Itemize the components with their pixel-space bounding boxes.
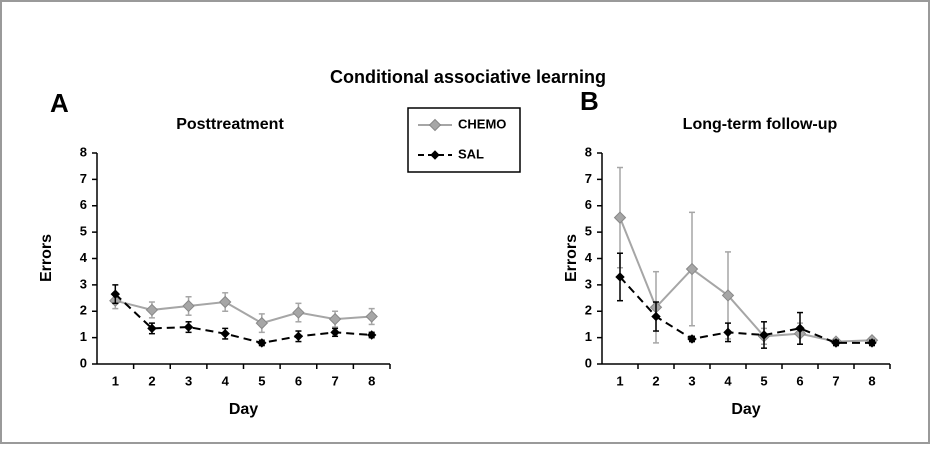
marker [218, 295, 232, 309]
marker [366, 330, 377, 340]
y-tick-label: 0 [80, 355, 87, 370]
x-tick-label: 1 [616, 373, 623, 388]
y-tick-label: 4 [585, 250, 593, 265]
marker [831, 338, 841, 348]
y-tick-label: 4 [80, 250, 88, 265]
x-tick-label: 5 [760, 373, 767, 388]
marker [147, 323, 157, 334]
marker [292, 306, 305, 319]
figure-title: Conditional associative learning [330, 67, 606, 87]
marker [687, 334, 697, 344]
y-tick-label: 1 [80, 329, 87, 344]
marker [795, 323, 805, 334]
marker [613, 211, 627, 224]
y-tick-label: 7 [80, 171, 87, 186]
marker [145, 303, 159, 317]
y-tick-label: 3 [585, 276, 592, 291]
marker [182, 299, 195, 313]
x-tick-label: 3 [688, 373, 695, 388]
y-tick-label: 5 [80, 224, 87, 239]
x-tick-label: 8 [368, 373, 375, 388]
x-axis-label: Day [731, 401, 760, 418]
legend-label: CHEMO [458, 116, 506, 131]
y-tick-label: 8 [585, 144, 592, 159]
x-tick-label: 3 [185, 373, 192, 388]
marker [328, 312, 342, 326]
y-tick-label: 3 [80, 276, 87, 291]
legend-box [407, 107, 521, 173]
y-tick-label: 5 [585, 224, 592, 239]
series-line [619, 276, 872, 344]
marker [220, 328, 230, 339]
series-line [114, 293, 372, 344]
y-tick-label: 0 [585, 355, 592, 370]
legend-marker [430, 150, 440, 160]
panel-label: B [580, 86, 599, 116]
x-tick-label: 7 [832, 373, 839, 388]
panel-label: A [50, 88, 69, 118]
marker [257, 338, 267, 348]
x-tick-label: 1 [112, 373, 119, 388]
marker [651, 311, 661, 322]
y-tick-label: 2 [80, 303, 87, 318]
marker [330, 327, 340, 338]
marker [721, 289, 735, 302]
legend-label: SAL [458, 146, 484, 161]
marker [110, 289, 121, 299]
marker [615, 272, 625, 282]
x-tick-label: 8 [868, 373, 875, 388]
y-tick-label: 2 [585, 303, 592, 318]
y-tick-label: 6 [80, 197, 87, 212]
y-tick-label: 8 [80, 144, 87, 159]
x-tick-label: 5 [258, 373, 265, 388]
y-tick-label: 7 [585, 171, 592, 186]
y-axis-label: Errors [563, 234, 580, 282]
x-axis-label: Day [229, 401, 258, 418]
marker [867, 338, 877, 348]
marker [293, 331, 304, 342]
panel-title: Long-term follow-up [683, 116, 838, 133]
y-axis-label: Errors [38, 234, 55, 282]
marker [255, 316, 269, 330]
y-tick-label: 6 [585, 197, 592, 212]
x-tick-label: 6 [295, 373, 302, 388]
marker [685, 262, 699, 276]
marker [723, 327, 733, 338]
y-tick-label: 1 [585, 329, 592, 344]
panel-title: Posttreatment [176, 116, 284, 133]
legend-marker [428, 118, 442, 132]
x-tick-label: 7 [331, 373, 338, 388]
frame [0, 0, 930, 444]
series-line [115, 299, 372, 325]
x-tick-label: 4 [724, 373, 732, 388]
marker [183, 322, 194, 332]
marker [759, 330, 769, 340]
x-tick-label: 4 [222, 373, 230, 388]
x-tick-label: 2 [652, 373, 659, 388]
x-tick-label: 6 [796, 373, 803, 388]
marker [365, 310, 378, 323]
x-tick-label: 2 [148, 373, 155, 388]
